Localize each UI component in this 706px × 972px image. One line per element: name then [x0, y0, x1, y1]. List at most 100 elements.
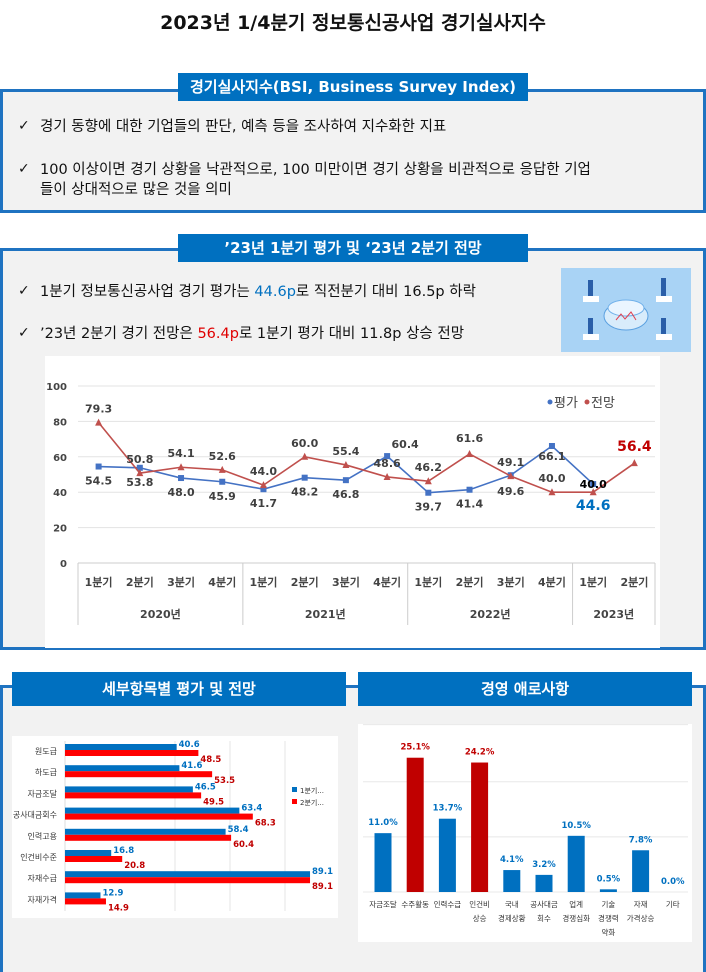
- eval-data-label: 54.5: [85, 475, 112, 488]
- forecast-point: [218, 465, 226, 473]
- eval-data-label: 41.7: [250, 497, 277, 510]
- bar: [438, 818, 456, 892]
- eval-point: [219, 478, 226, 485]
- year-group-label: 2022년: [470, 607, 511, 621]
- difficulties-banner: 경영 애로사항: [358, 672, 692, 706]
- bar: [535, 874, 553, 892]
- bar-data-label: 16.8: [113, 846, 134, 856]
- legend-marker: [292, 799, 297, 804]
- bar-q1: [65, 892, 101, 899]
- eval-point: [178, 475, 185, 482]
- eval-point: [342, 477, 349, 484]
- bar-data-label: 0.5%: [597, 874, 621, 884]
- category-label: 기타: [666, 900, 680, 909]
- forecast-point: [259, 481, 267, 489]
- eval-point: [260, 486, 267, 493]
- x-tick-label: 3분기: [167, 575, 195, 589]
- bar-q1: [65, 850, 112, 856]
- forecast-data-label: 54.1: [167, 447, 194, 460]
- eval-point: [548, 443, 555, 450]
- forecast-point: [383, 472, 391, 480]
- x-tick-label: 1분기: [250, 575, 278, 589]
- bsi-line-chart: 0 20 40 60 80 100 1분기 2분기 3분기 4분기 1분기 2분기 3분기 4분기 1분기 2…: [45, 356, 660, 648]
- bar-data-label: 41.6: [181, 761, 202, 771]
- eval-point: [466, 486, 473, 493]
- bar-q2: [65, 813, 253, 820]
- bar-q2: [65, 856, 123, 862]
- x-tick-label: 2분기: [620, 575, 648, 589]
- eval-data-label: 48.2: [291, 486, 318, 499]
- bar-q1: [65, 744, 177, 750]
- forecast-data-label: 48.6: [374, 457, 401, 470]
- legend-label: 2분기...: [300, 798, 324, 807]
- forecast-bullet-2: ’23년 2분기 경기 전망은 56.4p로 1분기 평가 대비 11.8p 상…: [40, 326, 465, 342]
- bar-data-label: 49.5: [203, 797, 224, 807]
- eval-data-label: 53.8: [126, 476, 153, 489]
- category-label: 국내: [505, 900, 519, 909]
- legend-eval-marker: [547, 399, 553, 405]
- eval-data-label: 46.8: [332, 488, 359, 501]
- bar-data-label: 48.5: [200, 755, 221, 765]
- category-label: 기술: [601, 900, 615, 909]
- y-tick-label: 80: [53, 417, 67, 428]
- forecast-data-label: 46.2: [415, 461, 442, 474]
- forecast-point: [301, 452, 309, 460]
- eval-data-label: 44.6: [576, 498, 611, 514]
- category-label: 가격상승: [627, 913, 655, 923]
- eval-point: [95, 463, 102, 470]
- bar-data-label: 46.5: [195, 782, 216, 792]
- bar: [406, 757, 424, 892]
- bar-q2: [65, 792, 202, 799]
- forecast-data-label: 52.6: [209, 450, 236, 463]
- bar: [503, 870, 521, 892]
- bar-q2: [65, 898, 106, 905]
- forecast-bullet-1: 1분기 정보통신공사업 경기 평가는 44.6p로 직전분기 대비 16.5p …: [40, 284, 476, 300]
- bar-data-label: 60.4: [233, 840, 254, 850]
- eval-point: [136, 464, 143, 471]
- eval-point: [590, 481, 597, 488]
- category-label: 회수: [537, 914, 551, 923]
- y-tick-label: 0: [60, 559, 67, 570]
- eval-data-label: 60.4: [392, 438, 419, 451]
- forecast-point: [548, 488, 556, 496]
- forecast-point: [177, 463, 185, 471]
- bar-data-label: 89.1: [312, 867, 333, 877]
- bsi-bullet-2: 100 이상이면 경기 상황을 낙관적으로, 100 미만이면 경기 상황을 비…: [40, 162, 591, 198]
- y-tick-label: 40: [53, 488, 67, 499]
- category-label: 공사대금: [530, 900, 558, 909]
- eval-point: [384, 453, 391, 460]
- category-label: 원도급: [35, 747, 57, 756]
- category-label: 약화: [601, 927, 615, 937]
- series-line-forecast: [97, 422, 635, 493]
- forecast-data-label: 50.8: [126, 453, 153, 466]
- forecast-point: [136, 469, 144, 477]
- y-tick-label: 100: [46, 382, 67, 393]
- legend-label: 1분기...: [300, 786, 324, 795]
- x-tick-label: 2분기: [126, 575, 154, 589]
- bar-q1: [65, 828, 226, 835]
- forecast-point: [342, 460, 350, 468]
- category-label: 경제상황: [498, 913, 526, 923]
- bar-data-label: 20.8: [124, 861, 145, 871]
- bar-data-label: 58.4: [228, 825, 249, 835]
- bar-data-label: 63.4: [241, 804, 262, 814]
- category-label: 자금조달: [369, 900, 397, 909]
- detail-bar-chart: 원도급 40.6 48.5 하도급 41.6 53.5 자금조달 46.5 49.5 공사대금회수…: [12, 736, 341, 918]
- year-group-label: 2020년: [140, 607, 181, 621]
- forecast-point: [507, 472, 515, 480]
- year-group-label: 2023년: [593, 607, 634, 621]
- page-title: 2023년 1/4분기 정보통신공사업 경기실사지수: [160, 12, 546, 34]
- bar-data-label: 11.0%: [368, 818, 398, 828]
- bar-data-label: 68.3: [255, 819, 276, 829]
- hbar-chart-svg: 원도급 40.648.5 하도급 41.6 53.5 자금조달 46.5 49.5 공사대금회수…: [13, 740, 341, 913]
- category-label: 인건비수준: [20, 852, 57, 862]
- forecast-point: [466, 449, 474, 457]
- forecast-data-label: 40.0: [538, 472, 565, 485]
- forecast-data-label: 56.4: [617, 439, 652, 455]
- bar-q1: [65, 871, 311, 878]
- forecast-data-label: 55.4: [332, 445, 359, 458]
- bar-data-label: 0.0%: [661, 877, 685, 887]
- eval-data-label: 45.9: [209, 490, 236, 503]
- forecast-data-label: 60.0: [291, 437, 318, 450]
- bar-data-label: 13.7%: [433, 804, 463, 814]
